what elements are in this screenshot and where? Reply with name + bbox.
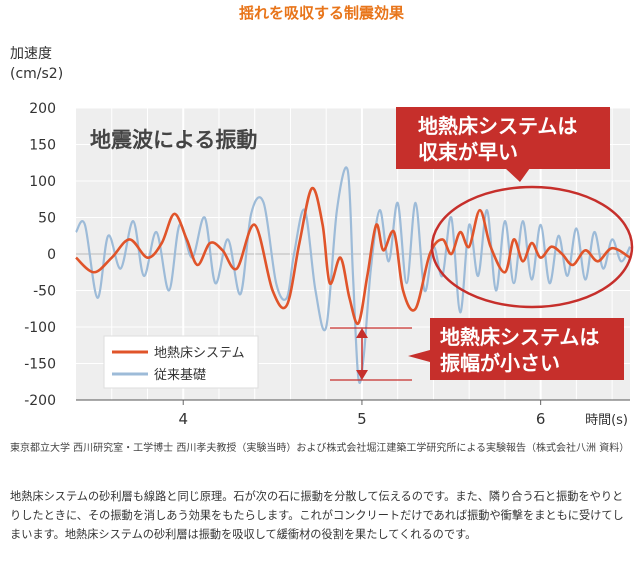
legend-label-conventional: 従来基礎	[154, 368, 206, 383]
callout-box-2	[430, 318, 624, 380]
amplitude-arrowhead-up	[356, 328, 368, 338]
legend-box	[103, 335, 259, 389]
chart: 200 150 100 50 0 -50 -100 -150 -200 4 5 6 時間(s) 地震波によ…	[24, 101, 634, 428]
series-line-chinetsu	[75, 186, 631, 326]
y-tick-label: 0	[47, 247, 56, 263]
y-axis-label: 加速度 (cm/s2)	[10, 44, 63, 84]
x-axis-label: 時間(s)	[585, 413, 628, 428]
callout-1-line-2: 収束が早い	[418, 140, 518, 164]
callout-1-line-1: 地熱床システムは	[418, 114, 577, 138]
legend-label-chinetsu: 地熱床システム	[154, 346, 245, 361]
source-note: 東京都立大学 西川研究室・工学博士 西川孝夫教授（実験当時）および株式会社堀江建…	[10, 443, 630, 454]
y-tick-label: 200	[29, 101, 56, 117]
callout-pointer-1	[505, 168, 530, 182]
y-tick-label: -200	[24, 393, 56, 409]
y-tick-label: -100	[24, 320, 56, 336]
callout-2-line-1: 地熱床システムは	[440, 325, 599, 349]
y-axis-unit: (cm/s2)	[10, 66, 64, 82]
amplitude-arrowhead-down	[356, 370, 368, 380]
x-tick-label: 4	[178, 410, 188, 428]
callout-2-line-2: 振幅が小さい	[440, 351, 560, 375]
y-tick-label: -50	[33, 284, 56, 300]
series-line-conventional	[75, 166, 631, 384]
x-tick-label: 6	[536, 410, 546, 428]
y-axis-label-text: 加速度	[10, 46, 52, 62]
callout-pointer-2	[408, 350, 430, 362]
y-tick-label: 100	[29, 174, 56, 190]
highlight-ellipse	[430, 185, 634, 309]
x-tick-label: 5	[357, 410, 367, 428]
callout-box-1	[396, 107, 610, 169]
chart-title: 地震波による振動	[90, 128, 257, 152]
y-tick-label: 150	[29, 138, 56, 154]
page-title: 揺れを吸収する制震効果	[238, 4, 404, 22]
y-tick-label: 50	[38, 211, 56, 227]
description-text: 地熱床システムの砂利層も線路と同じ原理。石が次の石に振動を分散して伝えるのです。…	[10, 490, 624, 541]
y-tick-label: -150	[24, 357, 56, 373]
